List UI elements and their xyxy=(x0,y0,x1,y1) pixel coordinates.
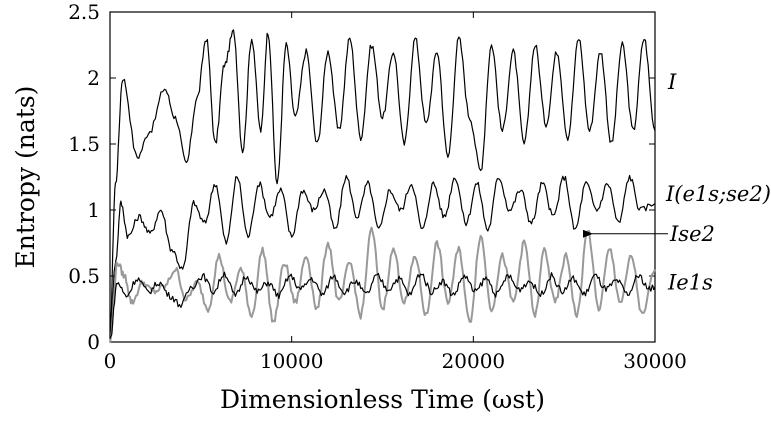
plot-frame xyxy=(109,11,656,343)
y-tick-label: 1.5 xyxy=(68,132,100,156)
x-tick-label: 10000 xyxy=(260,349,324,373)
series-line xyxy=(109,226,656,344)
y-tick-label: 2.5 xyxy=(68,0,100,24)
series-label-I-e1s: Ie1s xyxy=(667,271,713,295)
series-line xyxy=(109,174,656,338)
x-tick-label: 30000 xyxy=(623,349,687,373)
y-tick-label: 0.5 xyxy=(68,264,100,288)
series-line xyxy=(109,29,656,327)
series-line xyxy=(109,271,656,339)
x-tick-label: 0 xyxy=(104,349,117,373)
x-tick-label: 20000 xyxy=(442,349,506,373)
y-tick-label: 1 xyxy=(87,198,100,222)
series-label-I-e1s-se2: I(e1s;se2) xyxy=(665,182,771,206)
series-label-I-se2: Ise2 xyxy=(669,222,715,246)
y-tick-label: 0 xyxy=(87,330,100,354)
y-tick-label: 2 xyxy=(87,66,100,90)
y-axis-title: Entropy (nats) xyxy=(11,86,40,269)
series-label-I: I xyxy=(667,70,677,94)
x-axis-title: Dimensionless Time (ωst) xyxy=(220,385,545,414)
